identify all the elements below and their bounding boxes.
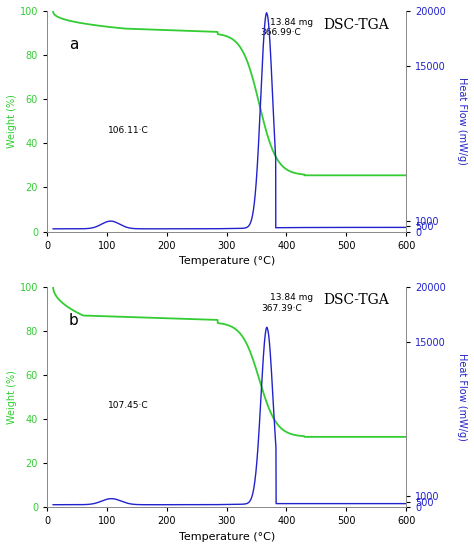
Text: 13.84 mg: 13.84 mg <box>270 294 313 302</box>
Y-axis label: Heat Flow (mW/g): Heat Flow (mW/g) <box>457 353 467 441</box>
Text: 366.99·C: 366.99·C <box>261 29 301 37</box>
Y-axis label: Weight (%): Weight (%) <box>7 370 17 424</box>
Text: 107.45·C: 107.45·C <box>109 401 149 411</box>
Text: DSC-TGA: DSC-TGA <box>324 294 389 307</box>
Text: 367.39·C: 367.39·C <box>261 304 302 313</box>
X-axis label: Temperature (°C): Temperature (°C) <box>179 256 275 266</box>
X-axis label: Temperature (°C): Temperature (°C) <box>179 532 275 542</box>
Text: 13.84 mg: 13.84 mg <box>270 18 313 26</box>
Y-axis label: Heat Flow (mW/g): Heat Flow (mW/g) <box>457 77 467 165</box>
Y-axis label: Weight (%): Weight (%) <box>7 94 17 148</box>
Text: b: b <box>69 313 78 328</box>
Text: DSC-TGA: DSC-TGA <box>324 18 389 31</box>
Text: 106.11·C: 106.11·C <box>108 126 148 135</box>
Text: a: a <box>69 37 78 52</box>
